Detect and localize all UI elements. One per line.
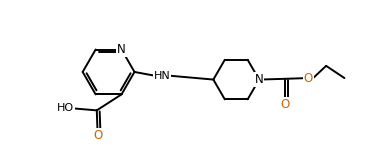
Text: HN: HN <box>154 71 170 81</box>
Text: O: O <box>280 98 290 111</box>
Text: N: N <box>255 73 263 86</box>
Text: O: O <box>93 129 102 142</box>
Text: HO: HO <box>57 103 74 113</box>
Text: N: N <box>117 43 126 56</box>
Text: O: O <box>304 72 313 85</box>
